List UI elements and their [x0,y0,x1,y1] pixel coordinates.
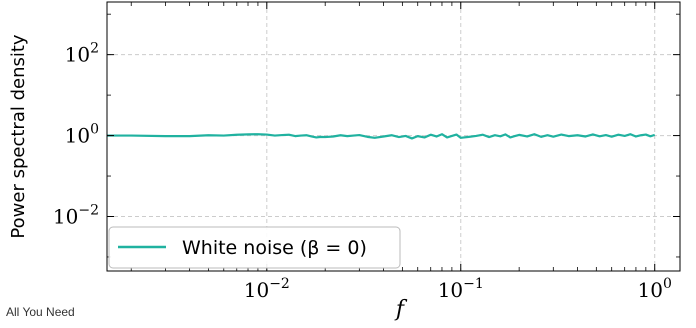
legend-box [108,226,401,269]
series-line-white-noise [107,133,656,140]
footer-note: All You Need [6,305,75,319]
tick-labels: 10−2 10−1 100 10−2 100 102 [53,41,672,302]
axis-ticks [107,2,680,271]
x-tick-label: 10−1 [438,276,484,302]
y-tick-label: 102 [65,41,99,67]
legend: White noise (β = 0) [108,226,401,269]
series-lines [107,133,656,140]
x-tick-label: 10−2 [244,276,290,302]
y-tick-label: 100 [65,122,99,148]
y-axis-label: Power spectral density [8,34,29,238]
x-tick-label: 100 [638,276,672,302]
legend-label: White noise (β = 0) [182,237,367,259]
plot-frame [106,1,681,272]
y-tick-label: 10−2 [53,203,99,229]
